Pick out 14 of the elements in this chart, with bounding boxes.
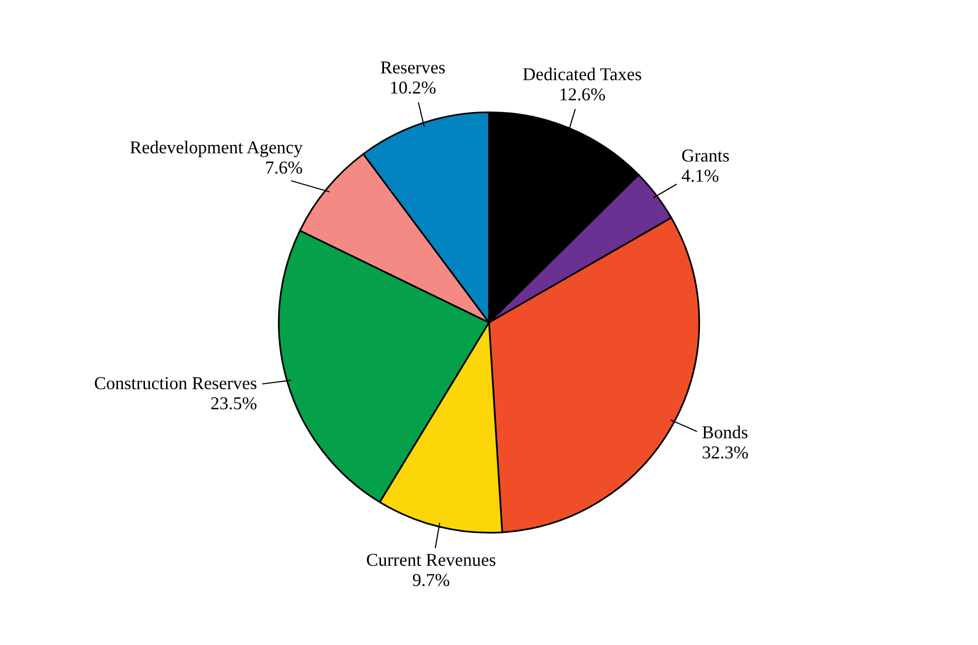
data-label: 32.3% xyxy=(702,446,748,459)
data-label: 10.2% xyxy=(391,81,436,94)
slice-label: Dedicated Taxes xyxy=(523,68,642,80)
data-label: 4.1% xyxy=(682,170,718,182)
slice-label: Grants xyxy=(682,150,729,162)
data-label: 23.5% xyxy=(211,397,256,410)
data-label: 9.7% xyxy=(412,574,450,586)
data-label: 12.6% xyxy=(560,88,605,101)
slice-label: Redevelopment Agency xyxy=(130,140,303,158)
slice-label: Bonds xyxy=(702,426,748,438)
data-label: 7.6% xyxy=(266,161,302,174)
slice-label: Construction Reserves xyxy=(94,377,256,390)
slice-label: Current Revenues xyxy=(366,554,496,566)
slice-label: Reserves xyxy=(380,62,445,74)
